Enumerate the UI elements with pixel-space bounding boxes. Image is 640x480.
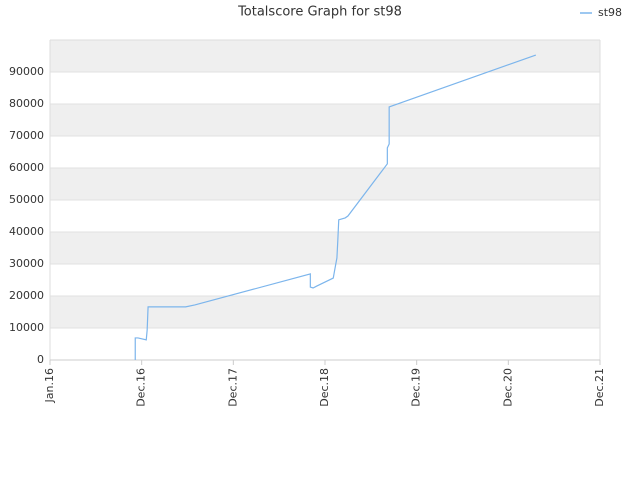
line-series	[134, 54, 537, 360]
y-tick-label: 60000	[9, 161, 44, 174]
plot-band	[50, 40, 600, 72]
y-tick-label: 50000	[9, 193, 44, 206]
y-tick-label: 80000	[9, 97, 44, 110]
y-tick-label: 70000	[9, 129, 44, 142]
plot-band	[50, 168, 600, 200]
plot-band	[50, 72, 600, 104]
plot-band	[50, 200, 600, 232]
y-tick-label: 40000	[9, 225, 44, 238]
y-tick-label: 30000	[9, 257, 44, 270]
y-tick-label: 10000	[9, 321, 44, 334]
x-tick-label: Jan.16	[43, 368, 56, 403]
x-tick-label: Dec.18	[318, 368, 331, 407]
legend-label: st98	[598, 6, 622, 19]
y-tick-label: 20000	[9, 289, 44, 302]
y-tick-label: 90000	[9, 65, 44, 78]
plot-band	[50, 328, 600, 360]
y-tick-label: 0	[37, 353, 44, 366]
plot-band	[50, 104, 600, 136]
plot-band	[50, 296, 600, 328]
plot-band	[50, 136, 600, 168]
x-tick-label: Dec.17	[226, 368, 239, 407]
chart-title: Totalscore Graph for st98	[237, 5, 402, 20]
x-tick-label: Dec.16	[135, 368, 148, 407]
x-tick-label: Dec.20	[501, 368, 514, 407]
x-tick-label: Dec.19	[410, 368, 423, 407]
plot-band	[50, 232, 600, 264]
x-tick-label: Dec.21	[593, 368, 606, 407]
plot-band	[50, 264, 600, 296]
